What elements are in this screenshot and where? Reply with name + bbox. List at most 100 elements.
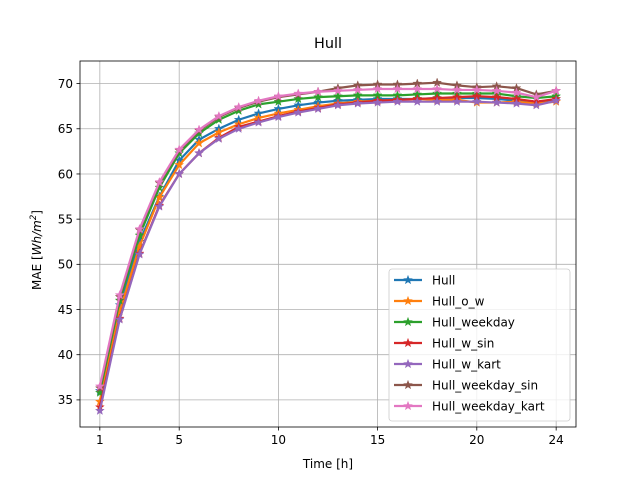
data-point xyxy=(134,249,145,259)
legend-item: Hull_weekday_sin xyxy=(394,378,538,392)
data-point xyxy=(293,107,304,117)
x-tick-label: 1 xyxy=(96,433,104,447)
data-point xyxy=(511,98,522,108)
legend-item: Hull xyxy=(394,273,455,287)
data-point xyxy=(352,84,363,95)
data-point xyxy=(313,86,324,96)
y-axis-label: MAE [Wh/m2] xyxy=(29,210,44,290)
data-point xyxy=(233,123,244,133)
data-point xyxy=(471,84,482,95)
legend-label: Hull xyxy=(432,273,455,287)
legend: Hull Hull_o_w Hull_weekday Hull_w_sin Hull_w… xyxy=(388,268,571,422)
plot-frame xyxy=(79,60,577,428)
data-point xyxy=(412,96,423,106)
x-tick-label: 10 xyxy=(271,433,286,447)
data-point xyxy=(531,100,542,110)
y-axis-label-unit: Wh/m xyxy=(30,220,44,255)
y-tick-label: 40 xyxy=(58,348,73,362)
gridlines xyxy=(80,61,576,427)
data-point xyxy=(432,96,443,106)
legend-marker xyxy=(403,316,413,327)
legend-item: Hull_weekday xyxy=(394,315,515,329)
data-point xyxy=(273,91,284,101)
data-point xyxy=(392,83,403,94)
series-Hull_weekday_kart xyxy=(94,83,562,391)
legend-item: Hull_o_w xyxy=(394,294,485,308)
data-point xyxy=(174,159,185,170)
legend-label: Hull_o_w xyxy=(432,294,485,308)
x-tick-label: 5 xyxy=(175,433,183,447)
data-point xyxy=(531,91,542,102)
data-point xyxy=(174,144,185,154)
data-point xyxy=(452,84,462,95)
data-point xyxy=(114,314,125,324)
data-point xyxy=(352,98,363,108)
data-point xyxy=(194,138,204,148)
y-tick-label: 55 xyxy=(58,212,73,226)
series-group xyxy=(94,77,562,415)
y-axis-label-suffix: ] xyxy=(30,210,44,215)
legend-label: Hull_weekday_sin xyxy=(432,378,538,392)
data-point xyxy=(253,95,264,105)
legend-marker xyxy=(403,379,413,390)
data-point xyxy=(194,124,204,134)
x-axis-label: Time [h] xyxy=(302,457,353,471)
data-point xyxy=(154,182,165,192)
y-tick-label: 70 xyxy=(58,77,73,91)
series-line xyxy=(98,96,557,392)
series-line xyxy=(98,99,557,411)
legend-label: Hull_w_kart xyxy=(432,357,501,371)
data-point xyxy=(491,85,502,96)
series-Hull_w_kart xyxy=(94,95,562,415)
y-tick-label: 60 xyxy=(58,167,73,181)
legend-item: Hull_w_kart xyxy=(394,357,501,371)
data-point xyxy=(174,168,185,179)
legend-item: Hull_w_sin xyxy=(394,336,494,350)
y-tick-label: 35 xyxy=(58,393,73,407)
data-point xyxy=(332,91,343,101)
data-point xyxy=(94,405,105,415)
data-point xyxy=(273,111,284,122)
legend-marker xyxy=(403,400,413,411)
y-axis-label-prefix: MAE [ xyxy=(30,255,44,290)
chart-title: Hull xyxy=(314,36,342,52)
data-point xyxy=(551,95,562,105)
data-point xyxy=(313,91,324,102)
data-point xyxy=(392,96,403,106)
data-point xyxy=(412,83,423,94)
data-point xyxy=(372,83,383,94)
data-point xyxy=(551,85,562,96)
data-point xyxy=(253,117,264,127)
data-point xyxy=(432,83,443,94)
y-tick-label: 65 xyxy=(58,122,73,136)
y-tick-label: 50 xyxy=(58,258,73,272)
data-point xyxy=(273,96,284,106)
data-point xyxy=(471,96,482,106)
data-point xyxy=(332,100,343,110)
data-point xyxy=(94,381,105,391)
data-point xyxy=(233,101,244,112)
data-point xyxy=(313,103,324,114)
data-point xyxy=(213,110,224,121)
data-point xyxy=(114,289,125,300)
legend-label: Hull_weekday_kart xyxy=(432,399,545,413)
legend-marker xyxy=(403,295,413,306)
legend-marker xyxy=(403,337,413,348)
data-point xyxy=(491,97,502,107)
x-tick-label: 20 xyxy=(469,433,484,447)
y-tick-label: 45 xyxy=(58,303,73,317)
data-point xyxy=(372,97,383,107)
data-point xyxy=(213,133,224,143)
data-point xyxy=(134,230,145,240)
data-point xyxy=(332,85,343,96)
legend-label: Hull_weekday xyxy=(432,315,515,329)
data-point xyxy=(174,147,185,158)
series-line xyxy=(98,87,557,387)
data-point xyxy=(352,90,363,100)
legend-item: Hull_weekday_kart xyxy=(394,399,545,413)
data-point xyxy=(452,96,462,106)
data-point xyxy=(134,223,145,234)
data-point xyxy=(511,87,522,97)
